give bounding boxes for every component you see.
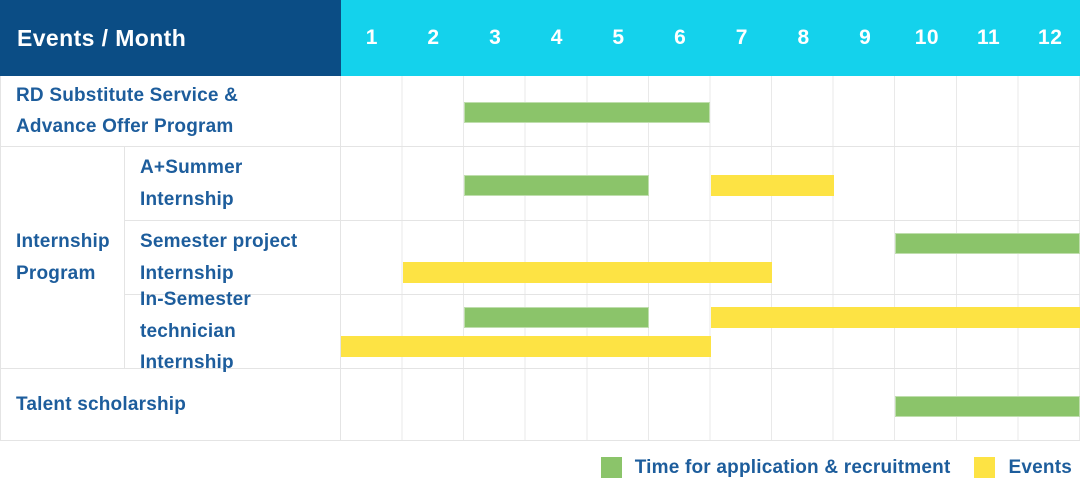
month-label: 6 — [674, 26, 687, 49]
gantt-bar-green — [895, 233, 1080, 254]
gantt-row-chart — [341, 295, 1080, 369]
month-label: 11 — [976, 26, 1001, 49]
month-label: 7 — [735, 26, 748, 49]
month-label: 9 — [859, 26, 872, 49]
month-label: 12 — [1038, 26, 1063, 49]
row-label-rd-substitute: RD Substitute Service & Advance Offer Pr… — [1, 76, 341, 147]
legend-item-events: Events — [974, 457, 1072, 479]
gantt-bar-green — [464, 102, 711, 124]
green-swatch-icon — [600, 457, 622, 478]
row-label-in-semester-technician: In-Semester technician Internship — [125, 289, 341, 373]
gantt-row-chart — [341, 369, 1080, 441]
month-label: 8 — [797, 26, 810, 49]
row-label-a-plus-summer: A+Summer Internship — [125, 147, 341, 221]
row-label-talent-scholarship: Talent scholarship — [1, 369, 341, 441]
month-label: 1 — [365, 26, 378, 49]
corner-header-label: Events / Month — [17, 24, 187, 51]
row-label-semester-project: Semester project Internship — [125, 221, 341, 295]
gantt-bar-green — [464, 307, 649, 328]
gantt-row-chart — [341, 147, 1080, 221]
month-label: 10 — [914, 26, 940, 49]
legend-item-application-recruitment: Time for application & recruitment — [600, 456, 951, 479]
gantt-bar-yellow — [710, 307, 1080, 328]
gantt-row-chart — [341, 221, 1080, 295]
month-label: 3 — [489, 26, 502, 49]
gantt-table: Events / Month 1 2 3 4 5 6 7 8 9 10 11 12 RD Substi… — [0, 0, 1080, 441]
table-corner-header: Events / Month — [0, 0, 341, 76]
gantt-bar-yellow — [402, 262, 773, 283]
gantt-row-chart — [341, 76, 1080, 147]
gantt-bar-green — [464, 174, 649, 196]
group-label-internship-program: Internship Program — [1, 147, 125, 369]
legend-label: Events — [1008, 456, 1072, 478]
gantt-bar-green — [895, 395, 1080, 417]
legend-label: Time for application & recruitment — [634, 456, 951, 478]
month-label: 5 — [612, 26, 625, 49]
gantt-bar-yellow — [341, 336, 711, 357]
month-label: 4 — [550, 26, 563, 49]
months-header: 1 2 3 4 5 6 7 8 9 10 11 12 — [341, 0, 1080, 76]
gantt-bar-yellow — [710, 174, 834, 196]
legend: Time for application & recruitment Event… — [0, 441, 1080, 494]
yellow-swatch-icon — [974, 457, 996, 478]
month-label: 2 — [427, 26, 440, 49]
